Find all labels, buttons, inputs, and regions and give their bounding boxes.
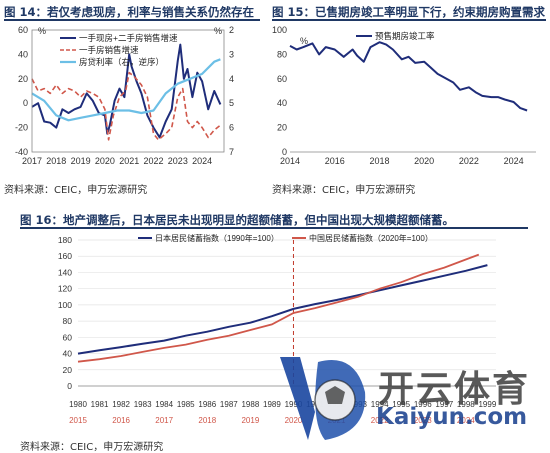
fig16-y-tick-label: 20 <box>63 365 73 375</box>
fig14-right-tick-label: 6 <box>229 123 234 133</box>
fig14-x-tick-label: 2022 <box>144 156 164 166</box>
fig16-china-year-label: 2018 <box>198 416 216 425</box>
fig15-series-line <box>289 41 528 112</box>
fig16-japan-year-label: 1998 <box>457 400 475 409</box>
fig14-x-tick-label: 2024 <box>192 156 212 166</box>
fig14-left-tick-label: 0 <box>23 98 28 108</box>
watermark-text-en: Kaiyun.com <box>376 404 528 430</box>
fig16-japan-year-label: 1989 <box>263 400 281 409</box>
fig15-legend-label: 预售期房竣工率 <box>375 31 435 41</box>
fig14-series-line <box>31 58 221 122</box>
fig15-x-tick-label: 2024 <box>504 156 524 166</box>
fig15-title-rule <box>272 19 546 21</box>
fig16-japan-year-label: 1980 <box>69 400 87 409</box>
fig16-legend-label-japan: 日本居民储蓄指数（1990年=100） <box>155 233 279 243</box>
fig15-y-tick-label: 80 <box>277 49 287 59</box>
fig14-left-tick-label: 20 <box>18 74 28 84</box>
fig16-china-year-label: 2017 <box>155 416 173 425</box>
fig14-x-tick-label: 2020 <box>95 156 115 166</box>
fig16-china-line <box>77 253 480 363</box>
fig14-right-tick-label: 2 <box>229 25 234 35</box>
fig16-japan-line <box>77 264 488 355</box>
fig16-japan-year-label: 1983 <box>134 400 152 409</box>
fig14-x-tick-label: 2021 <box>119 156 139 166</box>
fig14-left-tick-label: 40 <box>18 49 28 59</box>
fig14-x-tick-label: 2023 <box>168 156 188 166</box>
fig16-y-tick-label: 40 <box>63 349 73 359</box>
fig16-china-year-label: 2016 <box>112 416 130 425</box>
fig16-japan-year-label: 1997 <box>435 400 453 409</box>
fig16-y-tick-label: 80 <box>63 316 73 326</box>
fig14-left-tick-label: -20 <box>15 123 28 133</box>
fig14-series-line <box>31 71 221 141</box>
fig16-japan-year-label: 1996 <box>414 400 432 409</box>
watermark-text-cn: 开云体育 <box>378 369 531 410</box>
fig15-y-tick-label: 20 <box>277 123 287 133</box>
fig16-japan-year-label: 1990 <box>285 400 303 409</box>
fig14-series-line <box>31 43 222 139</box>
fig15-x-tick-label: 2020 <box>414 156 434 166</box>
fig16-y-tick-label: 160 <box>58 251 72 261</box>
fig16-japan-year-label: 1995 <box>392 400 410 409</box>
fig15-x-tick-label: 2022 <box>459 156 479 166</box>
fig15-x-tick-label: 2014 <box>280 156 300 166</box>
fig16-title: 图 16：地产调整后，日本居民未出现明显的超额储蓄，但中国出现大规模超额储蓄。 <box>20 213 455 227</box>
fig14-legend-label: 房贷利率（右，逆序） <box>79 57 164 67</box>
fig14-x-tick-label: 2019 <box>71 156 91 166</box>
fig16-y-tick-label: 0 <box>67 381 72 391</box>
fig16-japan-year-label: 1984 <box>155 400 173 409</box>
fig14-legend-label: 一手现房+二手房销售增速 <box>79 33 178 43</box>
fig14-right-tick-label: 7 <box>229 147 234 157</box>
fig16-y-tick-label: 100 <box>58 300 72 310</box>
fig16-japan-year-label: 1987 <box>220 400 238 409</box>
fig16-japan-year-label: 1985 <box>177 400 195 409</box>
fig16-china-year-label: 2019 <box>241 416 259 425</box>
fig16-y-tick-label: 140 <box>58 267 72 277</box>
fig16-source: 资料来源：CEIC，申万宏源研究 <box>20 442 164 453</box>
fig15-unit: % <box>300 36 308 46</box>
fig16-legend-label-china: 中国居民储蓄指数（2020年=100） <box>309 233 433 243</box>
fig16-japan-year-label: 1988 <box>241 400 259 409</box>
fig15-y-tick-label: 0 <box>282 147 287 157</box>
fig14-title: 图 14：若仅考虑现房，利率与销售关系仍然存在 <box>4 5 255 19</box>
fig15-source: 资料来源：CEIC，申万宏源研究 <box>272 185 416 196</box>
fig16-japan-year-label: 1994 <box>371 400 389 409</box>
fig16-japan-year-label: 1986 <box>198 400 216 409</box>
fig14-left-unit: % <box>38 26 46 36</box>
fig16-japan-year-label: 1982 <box>112 400 130 409</box>
fig16-title-rule <box>20 227 528 229</box>
fig14-left-tick-label: 60 <box>18 25 28 35</box>
fig14-right-tick-label: 4 <box>229 74 234 84</box>
fig16-china-year-label: 2024 <box>457 416 475 425</box>
fig14-right-unit: % <box>214 26 222 36</box>
fig14-left-tick-label: -40 <box>15 147 28 157</box>
fig15-x-tick-label: 2016 <box>325 156 345 166</box>
fig14-legend-label: 一手房销售增速 <box>79 45 139 55</box>
fig16-china-year-label: 2020 <box>285 416 303 425</box>
fig16-china-year-label: 2015 <box>69 416 87 425</box>
fig16-china-year-label: 2023 <box>414 416 432 425</box>
fig14-right-tick-label: 3 <box>229 49 234 59</box>
fig14-x-tick-label: 2018 <box>46 156 66 166</box>
fig15-y-tick-label: 40 <box>277 98 287 108</box>
fig15-x-tick-label: 2018 <box>369 156 389 166</box>
fig14-source: 资料来源：CEIC，申万宏源研究 <box>4 185 148 196</box>
fig16-china-year-label: 2022 <box>371 416 389 425</box>
fig15-y-tick-label: 60 <box>277 74 287 84</box>
fig15-y-tick-label: 100 <box>272 25 287 35</box>
fig14-title-rule <box>4 19 260 21</box>
fig14-plot-frame <box>31 29 225 153</box>
fig16-y-tick-label: 120 <box>58 284 72 294</box>
watermark-logo-icon <box>280 357 366 440</box>
fig14-x-tick-label: 2017 <box>22 156 42 166</box>
fig14-chart: 60 40 20 0 -20 -40 2 3 4 5 6 7 2017 2018 2019 2020 2021 2… <box>15 25 234 166</box>
fig16-japan-year-label: 1981 <box>91 400 109 409</box>
fig16-chart: 180 160 140 120 100 80 60 40 20 0 1980 1981 1982 1983… <box>58 233 497 425</box>
fig15-title: 图 15：已售期房竣工率明显下行，约束期房购置需求 <box>272 5 546 19</box>
fig16-y-tick-label: 60 <box>63 332 73 342</box>
fig16-y-tick-label: 180 <box>58 235 72 245</box>
fig16-japan-year-label: 1999 <box>478 400 496 409</box>
fig14-right-tick-label: 5 <box>229 98 234 108</box>
